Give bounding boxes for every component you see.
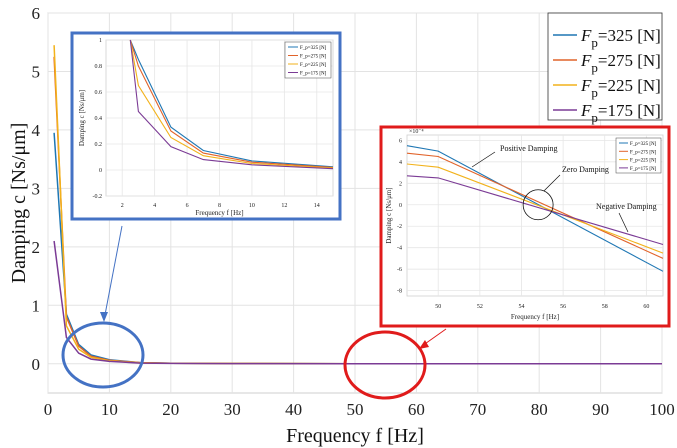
inset-zero-xaxis-label: Frequency f [Hz] (511, 313, 559, 321)
inset-zero-yaxis-label: Damping c [Ns/μm] (385, 187, 393, 243)
annotation-zero-arrow (543, 174, 561, 192)
main-series-line (53, 240, 662, 365)
inset-low-xtick-label: 6 (186, 203, 189, 209)
inset-low-series-line (129, 39, 334, 168)
main-legend-label: Fp=275 [N] (580, 51, 661, 75)
annotation-zero-damping: Zero Damping (562, 165, 609, 174)
inset-zero-xtick-label: 50 (435, 304, 441, 310)
inset-zero-legend-box (615, 137, 662, 174)
inset-low-ytick-label: 1 (99, 38, 102, 44)
main-yaxis-label: Damping c [Ns/μm] (8, 123, 30, 284)
annotation-negative-damping: Negative Damping (596, 202, 657, 211)
main-xtick-label: 80 (531, 400, 548, 419)
main-xtick-label: 70 (469, 400, 486, 419)
inset-low-legend-label: F_p=325 [N] (300, 46, 327, 51)
inset-zero-ytick-label: 2 (399, 181, 402, 187)
main-ytick-label: 1 (32, 296, 41, 315)
inset-zero-legend-label: F_p=275 [N] (630, 150, 657, 155)
inset-low-xtick-label: 10 (249, 203, 255, 209)
inset-zero-legend: F_p=325 [N] F_p=275 [N] F_p=225 [N] F_p=175… (615, 137, 662, 174)
inset-low-ytick-label: 0.2 (95, 142, 103, 148)
inset-zero-exponent-label: ×10⁻⁴ (409, 129, 424, 135)
inset-zero-xtick-label: 60 (643, 304, 649, 310)
main-legend: Fp=325 [N]Fp=275 [N]Fp=225 [N]Fp=175 [N] (547, 12, 663, 125)
main-xtick-label: 60 (408, 400, 425, 419)
main-xtick-label: 20 (162, 400, 179, 419)
inset-zero-series-line (406, 163, 664, 254)
main-ytick-label: 2 (32, 238, 41, 257)
inset-low-ytick-label: 0.6 (95, 90, 103, 96)
inset-zero-series-line (406, 175, 664, 246)
annotation-negative-arrow (618, 212, 629, 233)
inset-low-xtick-label: 2 (121, 203, 124, 209)
inset-zero-ytick-label: -2 (397, 224, 402, 230)
inset-low-ytick-label: 0.4 (95, 116, 103, 122)
inset-low-series-line (129, 39, 334, 169)
inset-low-series-line (129, 39, 334, 170)
inset-low-ytick-label: -0.2 (93, 194, 103, 200)
callout-pointer-low (103, 225, 123, 321)
main-ytick-label: 6 (32, 4, 41, 23)
inset-low-series-line (129, 39, 334, 168)
inset-zero-xtick-label: 52 (477, 304, 483, 310)
inset-low-legend-label: F_p=175 [N] (300, 72, 327, 77)
callout-ellipse-low (61, 321, 145, 389)
inset-zero-ytick-label: -6 (397, 267, 402, 273)
main-xtick-label: 10 (101, 400, 118, 419)
main-xtick-label: 30 (224, 400, 241, 419)
main-legend-box (547, 12, 663, 121)
main-legend-label: Fp=325 [N] (580, 26, 661, 50)
inset-zero-legend-label: F_p=225 [N] (630, 159, 657, 164)
main-legend-label: Fp=175 [N] (580, 101, 661, 125)
inset-zero-xtick-label: 54 (518, 304, 524, 310)
inset-low-xtick-label: 12 (281, 203, 287, 209)
inset-zero-ytick-label: -4 (397, 246, 402, 252)
inset-zero-ytick-label: 0 (399, 203, 402, 209)
main-ytick-label: 3 (32, 179, 41, 198)
main-xtick-label: 40 (285, 400, 302, 419)
inset-low-legend-label: F_p=275 [N] (300, 55, 327, 60)
main-xtick-label: 90 (592, 400, 609, 419)
inset-low-legend-label: F_p=225 [N] (300, 63, 327, 68)
inset-zero-ytick-label: 4 (399, 160, 402, 166)
main-legend-label: Fp=225 [N] (580, 76, 661, 100)
inset-low-ytick-label: 0.8 (95, 64, 103, 70)
inset-low-xtick-label: 14 (314, 203, 320, 209)
inset-low-ytick-label: 0 (99, 168, 102, 174)
inset-zero-series-line (406, 145, 664, 272)
inset-low-xtick-label: 8 (218, 203, 221, 209)
main-ytick-label: 0 (32, 355, 41, 374)
annotation-positive-arrow (471, 151, 496, 168)
main-xaxis-label: Frequency f [Hz] (286, 425, 424, 447)
inset-zero-legend-label: F_p=325 [N] (630, 142, 657, 147)
main-ytick-label: 4 (32, 121, 41, 140)
callout-arrowhead-low (100, 312, 108, 322)
zero-crossing-circle (522, 189, 554, 221)
main-xtick-label: 50 (347, 400, 364, 419)
inset-zero-ytick-label: -8 (397, 289, 402, 295)
inset-low-yaxis-label: Damping c [Ns/μm] (78, 90, 86, 146)
main-ytick-label: 5 (32, 62, 41, 81)
inset-low-xtick-label: 4 (153, 203, 156, 209)
inset-zero-xtick-label: 56 (560, 304, 566, 310)
callout-ellipse-zero (343, 330, 427, 400)
inset-zero-legend-label: F_p=175 [N] (630, 167, 657, 172)
callout-arrowhead-zero (419, 340, 429, 349)
inset-low-legend: F_p=325 [N] F_p=275 [N] F_p=225 [N] F_p=175… (284, 41, 332, 79)
inset-low-xaxis-label: Frequency f [Hz] (195, 209, 243, 217)
inset-zero-ytick-label: 6 (399, 138, 402, 144)
main-xtick-label: 0 (44, 400, 53, 419)
annotation-positive-damping: Positive Damping (500, 144, 558, 153)
inset-zero-xtick-label: 58 (602, 304, 608, 310)
main-xtick-label: 100 (649, 400, 675, 419)
